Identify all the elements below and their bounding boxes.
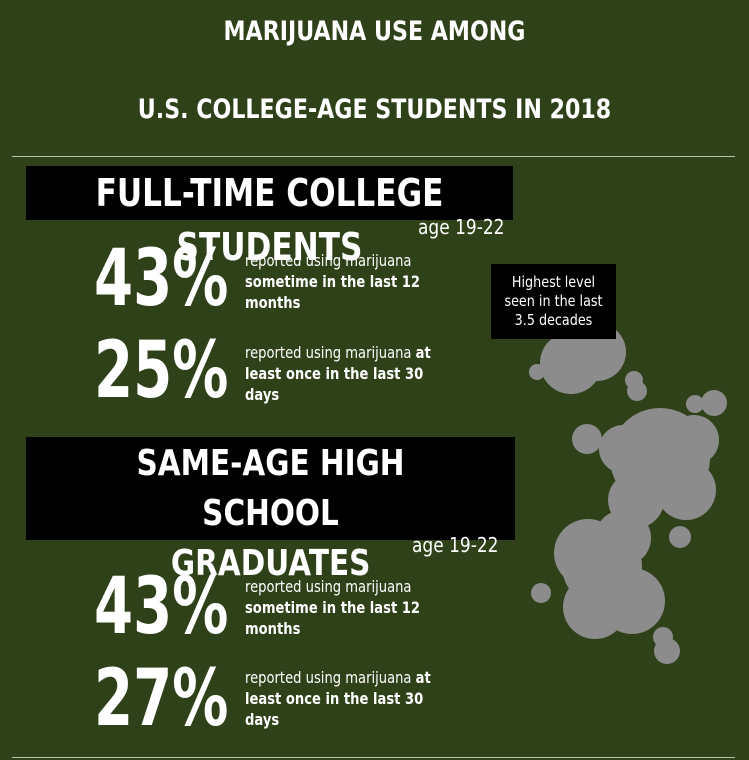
- section2-stat1-text: reported using marijuana: [245, 577, 412, 596]
- section2-stat2-text-bold: at least once in the last 30 days: [245, 668, 431, 729]
- section1-heading: FULL-TIME COLLEGE STUDENTS: [95, 171, 444, 269]
- section1-heading-box: FULL-TIME COLLEGE STUDENTS: [26, 166, 513, 269]
- section1-stat1-text: reported using marijuana: [245, 251, 412, 270]
- section2-stat1-text-bold: sometime in the last 12 months: [245, 598, 421, 638]
- section2-stat1-value: 43%: [94, 562, 229, 652]
- highest-level-callout: Highest level seen in the last 3.5 decad…: [491, 264, 616, 339]
- bottom-divider: [12, 757, 735, 758]
- section1-stat2-text-bold: at least once in the last 30 days: [245, 343, 431, 404]
- section1-stat2-value: 25%: [94, 326, 229, 416]
- section2-heading-box: SAME-AGE HIGH SCHOOL GRADUATES: [26, 437, 515, 584]
- title-line-2: U.S. COLLEGE-AGE STUDENTS IN 2018: [137, 94, 612, 125]
- section2-stat2-description: reported using marijuana at least once i…: [245, 667, 442, 730]
- section2-stat1-description: reported using marijuana sometime in the…: [245, 576, 442, 639]
- section1-stat1-value: 43%: [94, 234, 229, 324]
- callout-text: Highest level seen in the last 3.5 decad…: [504, 273, 603, 329]
- title-divider: [12, 156, 735, 157]
- section2-stat2-value: 27%: [94, 654, 229, 744]
- section1-stat2-text: reported using marijuana: [245, 343, 412, 362]
- section2-age: age 19-22: [412, 533, 499, 557]
- section1-stat1-description: reported using marijuana sometime in the…: [245, 250, 442, 313]
- section1-stat2-description: reported using marijuana at least once i…: [245, 342, 442, 405]
- section1-stat1-text-bold: sometime in the last 12 months: [245, 272, 421, 312]
- section2-heading-line2: GRADUATES: [170, 543, 371, 584]
- section2-stat2-text: reported using marijuana: [245, 668, 412, 687]
- section2-heading-line1: SAME-AGE HIGH SCHOOL: [136, 443, 405, 534]
- section1-age: age 19-22: [418, 215, 505, 239]
- title-line-1: MARIJUANA USE AMONG: [223, 16, 526, 47]
